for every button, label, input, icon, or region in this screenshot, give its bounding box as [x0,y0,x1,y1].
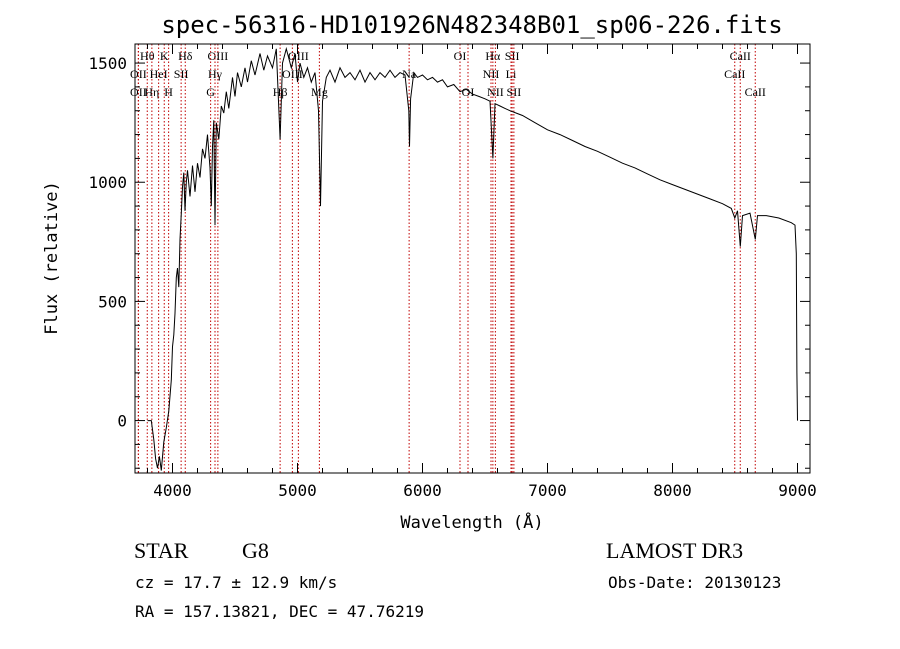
line-label-12: OIII [288,49,309,63]
y-tick-label-1500: 1500 [88,54,127,73]
line-label-27: CaII [745,85,766,99]
x-tick-label-9000: 9000 [778,481,817,500]
line-label-23: NII [487,85,504,99]
line-label-21: NII [483,67,500,81]
line-label-5: HeI [150,67,168,81]
x-axis-label: Wavelength (Å) [400,511,543,533]
line-label-3: Hη [144,85,159,99]
y-tick-label-500: 500 [98,292,127,311]
survey-name: LAMOST DR3 [606,538,744,563]
chart-title: spec-56316-HD101926N482348B01_sp06-226.f… [161,11,782,39]
line-label-2: OII [130,85,147,99]
line-label-14: Hβ [273,85,288,99]
coordinates: RA = 157.13821, DEC = 47.76219 [135,602,424,621]
spectrum-series [147,46,798,471]
line-label-18: OI [462,85,475,99]
x-tick-label-8000: 8000 [653,481,692,500]
line-label-7: H [164,85,173,99]
line-label-10: Hγ [208,67,223,81]
line-label-9: OIII [208,49,229,63]
spectral-subclass: G8 [242,538,269,563]
x-tick-label-6000: 6000 [403,481,442,500]
axis-ticks: 4000 5000 6000 7000 8000 9000 0 500 1000 1500 [88,44,817,500]
x-tick-label-5000: 5000 [278,481,317,500]
y-tick-label-1000: 1000 [88,173,127,192]
line-label-6: SII [174,67,189,81]
y-axis-label: Flux (relative) [42,181,62,335]
line-label-25: CaII [730,49,751,63]
x-tick-label-7000: 7000 [528,481,567,500]
line-label-17: OI [454,49,467,63]
line-label-4: K [160,49,169,63]
line-label-1: OII [130,67,147,81]
observation-date: Obs-Date: 20130123 [608,573,782,592]
object-class: STAR [134,538,189,563]
x-tick-label-4000: 4000 [153,481,192,500]
line-label-26: CaII [724,67,745,81]
line-label-20: SII [505,49,520,63]
line-label-11: G [206,85,215,99]
plot-frame [134,43,811,474]
line-label-22: Li [506,67,517,81]
line-label-19: Hα [485,49,501,63]
line-label-24: SII [507,85,522,99]
y-tick-label-0: 0 [117,412,127,431]
line-label-8: Hδ [178,49,193,63]
line-label-0: Hθ [140,49,155,63]
series-line-flux [147,46,798,471]
redshift-cz: cz = 17.7 ± 12.9 km/s [135,573,338,592]
